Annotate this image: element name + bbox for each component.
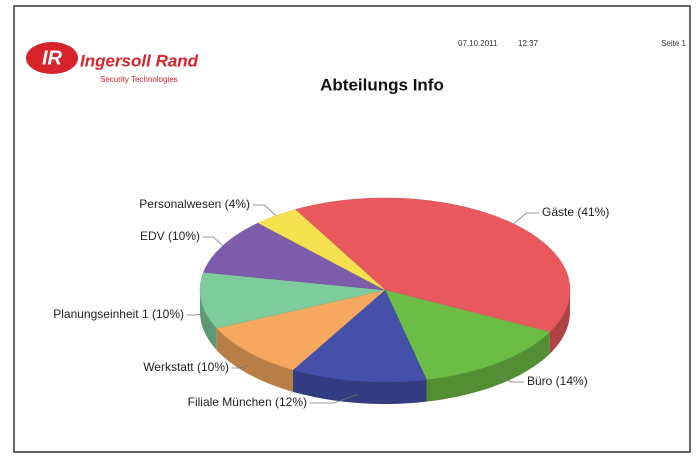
slice-side [426, 331, 550, 402]
leader-line [232, 364, 249, 369]
slice-label: Planungseinheit 1 (10%) [53, 307, 184, 321]
logo-mark [26, 42, 78, 74]
brand: Ingersoll Rand [80, 51, 199, 70]
slice-label: Personalwesen (4%) [139, 197, 250, 211]
slice-label: Büro (14%) [527, 374, 588, 388]
slice-label: Gäste (41%) [542, 205, 609, 219]
leader-line [498, 375, 524, 383]
slice-label: EDV (10%) [140, 229, 200, 243]
page-number: Seite 1 [661, 39, 686, 48]
logo-letters: IR [42, 47, 63, 69]
tagline: Security Technologies [100, 75, 178, 84]
slice-label: Filiale München (12%) [188, 395, 307, 409]
slice-side [293, 369, 427, 404]
leader-line [310, 393, 359, 404]
leader-line [253, 204, 277, 216]
slice [216, 289, 386, 371]
slice [199, 272, 386, 329]
slice-label: Werkstatt (10%) [143, 360, 229, 374]
slice [292, 289, 427, 383]
slice [384, 289, 551, 380]
slice [257, 209, 386, 291]
chart-title: Abteilungs Info [320, 75, 444, 94]
date: 07.10.2011 [458, 39, 498, 48]
slice-side [216, 328, 294, 392]
slice-side [549, 290, 570, 354]
leader-line [513, 212, 539, 225]
time: 12:37 [518, 39, 539, 48]
leader-line [203, 236, 224, 246]
slice-side [200, 290, 217, 351]
slice [203, 222, 386, 291]
leader-line [187, 313, 202, 316]
